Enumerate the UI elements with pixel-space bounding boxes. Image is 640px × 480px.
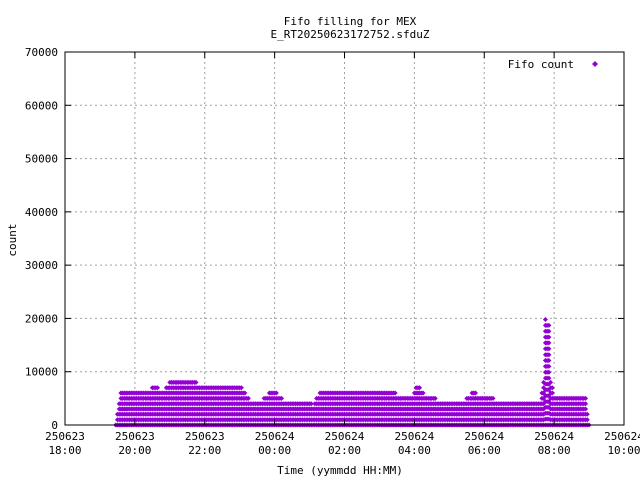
x-tick-date: 250623 bbox=[115, 430, 155, 443]
x-axis-label: Time (yymmdd HH:MM) bbox=[277, 464, 403, 477]
y-tick-label: 30000 bbox=[25, 259, 58, 272]
x-tick-date: 250624 bbox=[325, 430, 365, 443]
y-axis-label: count bbox=[6, 223, 19, 256]
x-tick-date: 250624 bbox=[534, 430, 574, 443]
x-tick-date: 250624 bbox=[255, 430, 295, 443]
x-tick-time: 00:00 bbox=[258, 444, 291, 457]
x-tick-labels: 25062318:0025062320:0025062322:002506240… bbox=[45, 52, 640, 457]
x-tick-time: 22:00 bbox=[188, 444, 221, 457]
x-tick-time: 10:00 bbox=[607, 444, 640, 457]
y-tick-label: 50000 bbox=[25, 153, 58, 166]
x-tick-time: 04:00 bbox=[398, 444, 431, 457]
series-fifo-count-points bbox=[113, 317, 592, 428]
y-tick-label: 70000 bbox=[25, 46, 58, 59]
y-tick-label: 10000 bbox=[25, 366, 58, 379]
x-tick-date: 250624 bbox=[604, 430, 640, 443]
y-tick-label: 0 bbox=[51, 419, 58, 432]
plot-frame bbox=[64, 51, 625, 426]
y-tick-labels: 0 10000 20000 30000 40000 50000 60000 70000 bbox=[25, 46, 624, 432]
x-tick-time: 02:00 bbox=[328, 444, 361, 457]
x-tick-time: 06:00 bbox=[468, 444, 501, 457]
legend-marker bbox=[592, 61, 598, 67]
x-tick-date: 250624 bbox=[395, 430, 435, 443]
y-tick-label: 60000 bbox=[25, 99, 58, 112]
y-tick-label: 20000 bbox=[25, 312, 58, 325]
chart-title-line-2: E_RT20250623172752.sfduZ bbox=[271, 28, 430, 41]
x-tick-time: 18:00 bbox=[48, 444, 81, 457]
data-points bbox=[113, 317, 592, 428]
x-tick-time: 20:00 bbox=[118, 444, 151, 457]
x-tick-time: 08:00 bbox=[538, 444, 571, 457]
x-tick-date: 250624 bbox=[464, 430, 504, 443]
x-tick-date: 250623 bbox=[185, 430, 225, 443]
chart-title-line-1: Fifo filling for MEX bbox=[284, 15, 417, 28]
legend-label: Fifo count bbox=[508, 58, 574, 71]
legend: Fifo count bbox=[508, 58, 598, 71]
grid-lines bbox=[65, 52, 624, 425]
x-tick-date: 250623 bbox=[45, 430, 85, 443]
y-tick-label: 40000 bbox=[25, 206, 58, 219]
